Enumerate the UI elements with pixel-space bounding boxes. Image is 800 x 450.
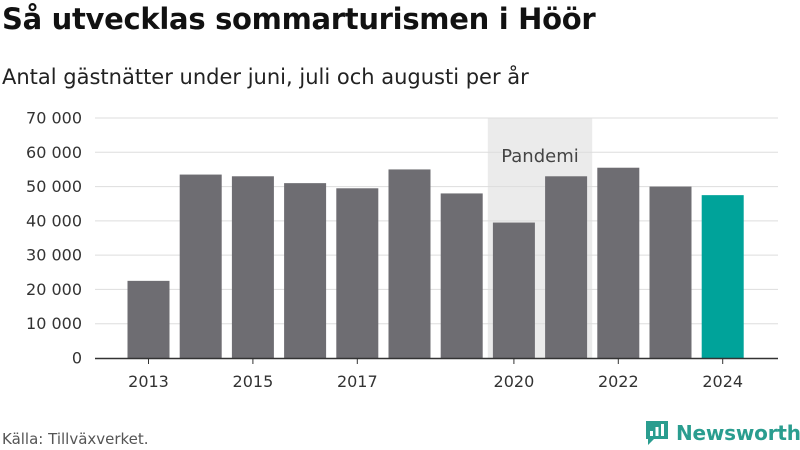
- bar-2015: [231, 176, 274, 358]
- bar-2018: [388, 169, 431, 358]
- bar-2020: [492, 222, 535, 358]
- bar-2013: [127, 280, 170, 358]
- y-tick-label: 10 000: [26, 314, 82, 333]
- source-note: Källa: Tillväxverket.: [2, 430, 149, 448]
- x-tick-label: 2022: [598, 372, 639, 391]
- bar-2014: [179, 174, 222, 358]
- chart-title: Så utvecklas sommarturismen i Höör: [2, 2, 596, 36]
- bar-2019: [440, 193, 483, 358]
- newsworthy-logo-icon: [646, 421, 668, 445]
- y-tick-label: 70 000: [26, 109, 82, 128]
- x-tick-label: 2017: [337, 372, 378, 391]
- y-tick-label: 0: [72, 349, 82, 368]
- x-tick-label: 2013: [128, 372, 169, 391]
- x-tick-label: 2015: [233, 372, 274, 391]
- y-tick-label: 40 000: [26, 211, 82, 230]
- y-tick-label: 60 000: [26, 143, 82, 162]
- bar-2024: [701, 195, 744, 358]
- bar-2023: [649, 186, 692, 358]
- y-tick-label: 50 000: [26, 177, 82, 196]
- newsworthy-logo: Newsworthy: [644, 419, 800, 447]
- brand-name: Newsworthy: [676, 421, 800, 445]
- chart-subtitle: Antal gästnätter under juni, juli och au…: [2, 65, 529, 89]
- annotation-label: Pandemi: [501, 146, 579, 167]
- bar-2021: [545, 176, 588, 358]
- bar-2017: [336, 188, 379, 358]
- bar-2022: [597, 167, 640, 358]
- x-tick-label: 2024: [702, 372, 743, 391]
- x-tick-label: 2020: [494, 372, 535, 391]
- y-tick-label: 20 000: [26, 280, 82, 299]
- y-tick-label: 30 000: [26, 246, 82, 265]
- bar-2016: [284, 183, 327, 358]
